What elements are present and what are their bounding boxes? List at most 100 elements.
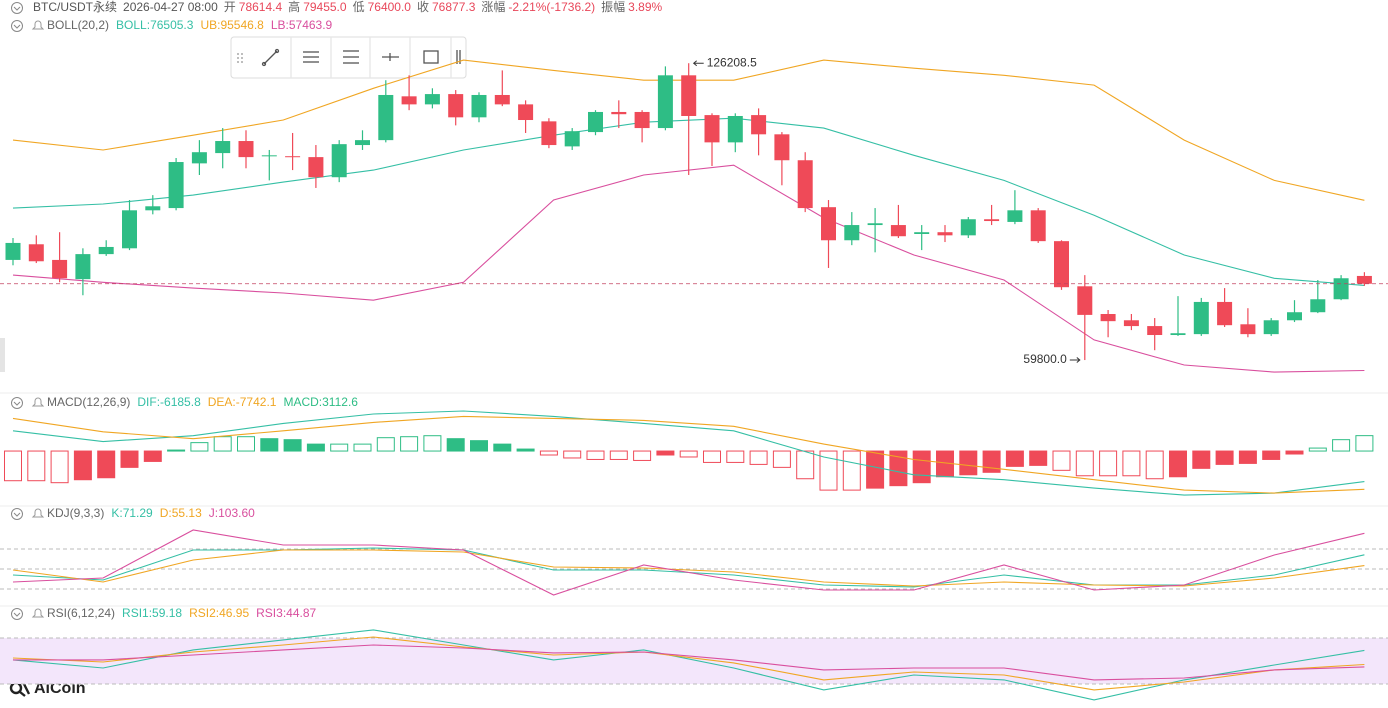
candle-body [261,155,277,157]
collapse-icon [11,397,23,409]
field-label: 振幅 [601,0,625,14]
field-label: 开 [224,0,236,14]
macd-bar [656,450,675,456]
macd-bar [866,450,885,489]
tool-horizontal[interactable] [343,50,359,64]
macd-bar [376,437,395,452]
candle-body [1123,320,1139,327]
tool-rectangle[interactable] [423,50,439,64]
candle-body [378,94,394,141]
macd-bar [190,442,209,452]
candle-body [890,225,906,237]
macd-bar [1355,435,1374,452]
time: 2026-04-27 08:00 [123,0,218,14]
alert-icon [31,508,45,518]
candle-body [1100,314,1116,322]
candle-body [588,111,603,133]
candle-body [75,254,91,280]
min-label: 59800.0 [1023,352,1067,366]
macd-bar [796,450,815,480]
candle-body [1310,299,1326,313]
macd-bar [4,450,22,482]
macd-bar [1029,450,1048,466]
candle-body [1356,275,1372,284]
legend-entry: LB:57463.9 [271,18,333,32]
macd-bar [446,438,465,452]
logo-text: AiCoin [34,680,86,697]
alert-icon [31,608,45,618]
side-tab[interactable] [0,338,5,372]
macd-bar [1075,450,1094,477]
candle-body [914,232,930,234]
macd-bar [73,450,92,481]
macd-bar [772,450,791,468]
collapse-chevron [13,6,21,11]
macd-bar [726,450,745,463]
macd-bar [213,436,232,452]
collapse-icon [11,20,23,32]
indicator-title: BOLL(20,2) [47,18,109,32]
candle-body [471,94,487,118]
macd-bar [539,450,558,456]
field-value: 3.89% [628,0,662,14]
macd-bar [1262,450,1281,460]
indicator-line [12,164,1365,373]
alert-icon [31,20,45,30]
macd-bar [353,443,372,452]
macd-bar [609,450,628,460]
candle-body [960,219,976,236]
candle-body [191,152,207,164]
candle-body [821,207,836,241]
candle-body [355,140,370,146]
field-value: 76877.3 [432,0,476,14]
candle-body [867,223,883,226]
legend-entry: RSI3:44.87 [256,606,316,620]
field-label: 涨幅 [481,0,505,14]
candle-body [984,219,1000,222]
candle-body [1333,278,1349,300]
collapse-chevron [13,612,21,617]
macd-bar [703,450,721,463]
macd-bar [493,443,512,452]
candle-body [564,131,580,147]
macd-bar [330,443,349,452]
candle-body [774,134,790,161]
macd-bar [516,448,535,452]
tool-ray[interactable] [382,53,399,61]
macd-bar [423,435,442,452]
legend-entry: RSI2:46.95 [189,606,249,620]
macd-bar [143,450,162,462]
legend-entry: RSI1:59.18 [122,606,182,620]
macd-bar [1052,450,1071,471]
macd-bar [1099,450,1118,477]
candle-body [657,75,673,129]
candle-body [1263,320,1279,335]
tool-trend-line[interactable] [261,48,280,67]
collapse-chevron [13,24,21,29]
candle-body [1240,324,1256,335]
legend-entry: MACD:3112.6 [283,395,358,409]
macd-bar [1005,450,1024,467]
macd-bar [679,450,698,458]
collapse-chevron [13,512,21,517]
tool-parallel[interactable] [303,51,319,63]
macd-bar [237,436,255,452]
candle-body [1007,210,1023,222]
field-label: 低 [353,0,365,14]
macd-bar [1122,450,1141,477]
candle-body [1030,210,1046,242]
candle-body [611,111,627,115]
candle-body [1077,286,1093,315]
macd-bar [842,450,861,491]
macd-bar [1169,450,1187,478]
macd-bar [912,450,931,484]
indicator-line [12,636,1365,691]
candle-body [308,157,324,178]
legend-entry: UB:95546.8 [200,18,264,32]
candle-body [424,94,440,105]
candle-body [28,244,44,262]
candle-body [331,144,347,178]
field-value: 79455.0 [303,0,347,14]
